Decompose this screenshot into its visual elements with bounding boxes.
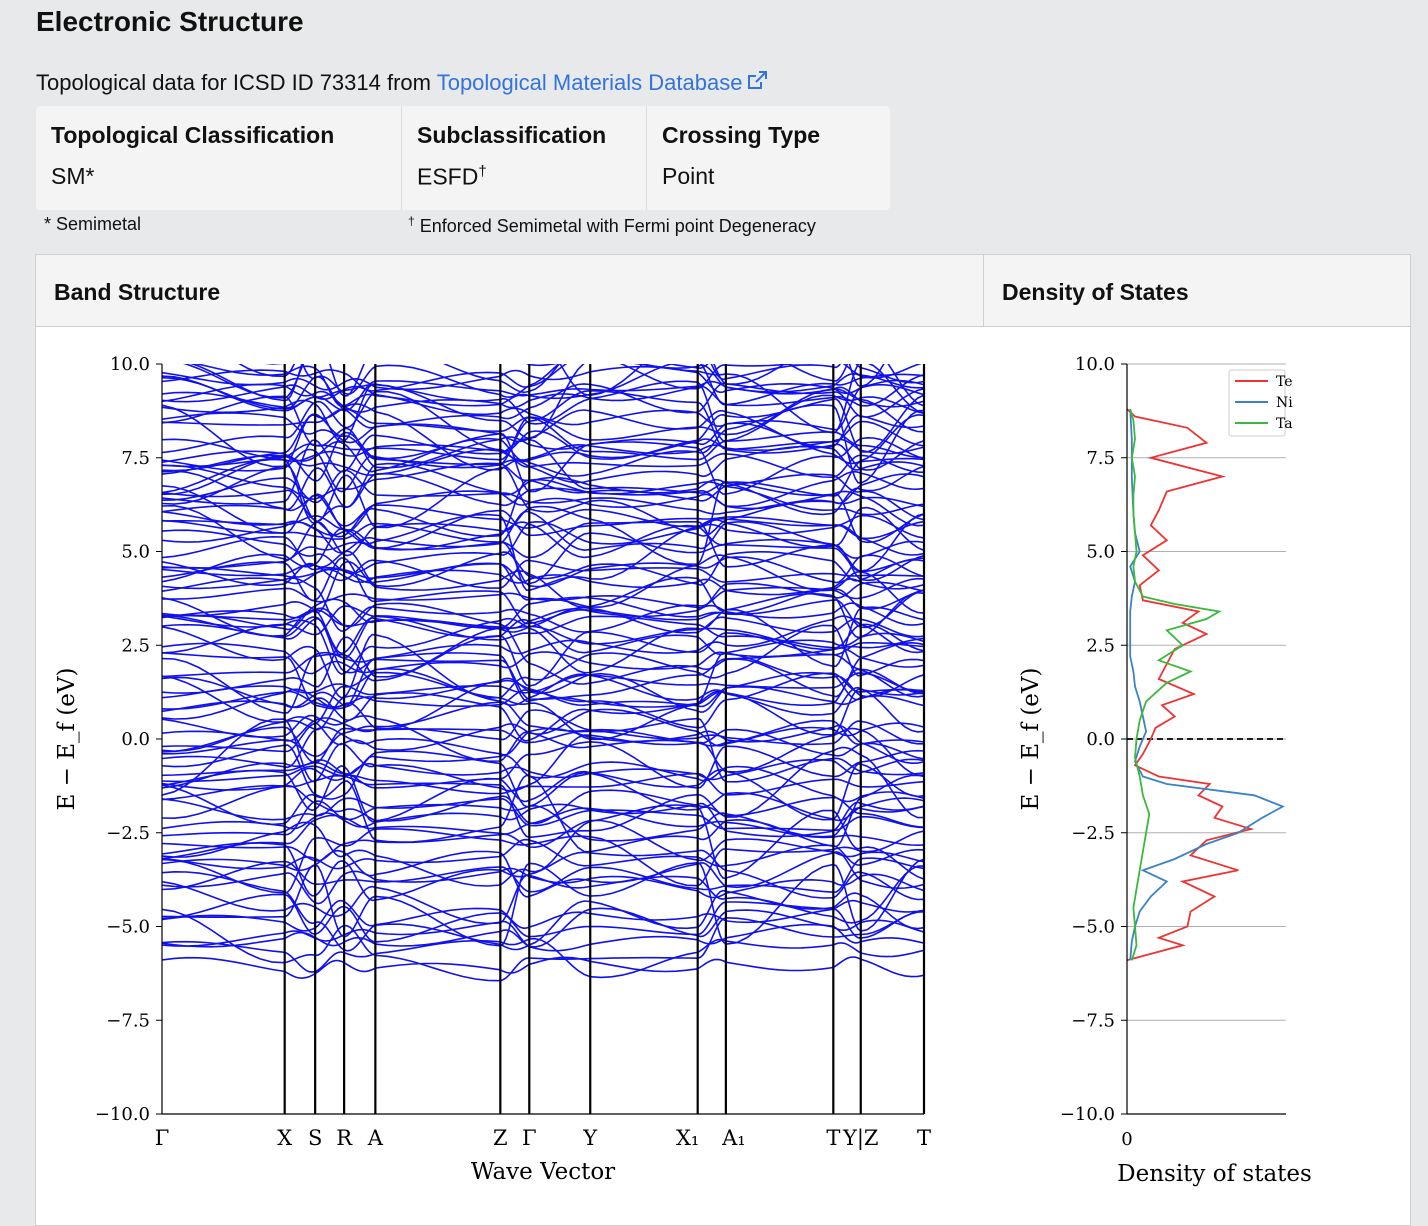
band-y-tick-label: −10.0 [95,1104,150,1125]
dos-y-tick-label: 7.5 [1086,448,1115,469]
band-line [162,718,924,796]
band-line [162,651,924,715]
source-line: Topological data for ICSD ID 73314 from … [36,70,768,96]
dos-y-tick-label: −2.5 [1071,823,1115,844]
esfd-footnote-text: Enforced Semimetal with Fermi point Dege… [414,216,816,236]
topological-classification-cell: Topological Classification SM* [36,106,401,210]
band-line [162,328,924,358]
kpoint-label: Y|Z [842,1126,879,1151]
band-line [162,328,924,339]
database-link[interactable]: Topological Materials Database [437,70,769,95]
band-x-axis-label: Wave Vector [471,1159,615,1185]
esfd-footnote: † Enforced Semimetal with Fermi point De… [408,214,816,237]
source-prefix: Topological data for ICSD ID 73314 from [36,70,437,95]
band-y-tick-label: −5.0 [106,917,150,938]
band-lines [162,328,924,982]
subclassification-mark: † [478,163,487,180]
kpoint-label: T [917,1126,931,1150]
dos-legend-label: Ni [1276,395,1293,411]
dos-legend: Te Ni Ta [1228,369,1293,437]
band-y-tick-label: 10.0 [110,354,150,375]
dos-chart: 10.0 7.5 5.0 2.5 0.0 −2.5 −5.0 −7.5 −10.0 0 Densit… [1018,354,1312,1187]
dos-x-axis-label: Density of states [1117,1161,1312,1187]
band-line [162,899,924,932]
subclassification-header: Subclassification [417,122,607,148]
dos-header: Density of States [984,255,1410,327]
band-line [162,559,924,589]
kpoint-label: S [308,1126,322,1150]
band-line [162,409,924,448]
crossing-type-value: Point [662,163,715,189]
dos-y-tick-label: 0.0 [1086,729,1115,750]
dos-legend-label: Ta [1276,416,1293,432]
kpoint-label: A₁ [721,1126,746,1150]
kpoint-label: X [277,1126,292,1150]
crossing-type-cell: Crossing Type Point [646,106,890,210]
band-y-tick-label: 2.5 [121,635,150,656]
band-line [162,328,924,352]
electronic-structure-panel: Band Structure Density of States 10.0 7.5… [35,254,1411,1226]
band-line [162,334,924,359]
band-y-tick-label: −7.5 [106,1010,150,1031]
topological-classification-value: SM* [51,163,95,189]
dos-y-tick-label: 10.0 [1075,354,1115,375]
kpoint-label: Γ [522,1126,537,1150]
band-y-tick-label: 0.0 [121,729,150,750]
dos-y-tick-label: 5.0 [1086,542,1115,563]
page-title: Electronic Structure [36,6,304,37]
band-line [162,858,924,947]
dos-y-tick-label: −10.0 [1060,1104,1115,1125]
kpoint-label: X₁ [676,1126,699,1150]
dos-y-axis-label: E − E_f (eV) [1018,668,1044,811]
dos-y-tick-label: 2.5 [1086,635,1115,656]
semimetal-footnote: * Semimetal [44,214,142,234]
dos-series-ni [1129,408,1285,961]
band-structure-chart: 10.07.55.02.50.0−2.5−5.0−7.5−10.0Γ X S R A Z Γ… [54,328,931,1185]
dos-legend-label: Te [1276,374,1293,390]
crossing-type-header: Crossing Type [662,122,821,148]
classification-table: Topological Classification SM* Subclassi… [36,106,890,210]
subclassification-value: ESFD [417,163,479,190]
dos-series-te [1126,408,1255,962]
band-y-axis-label: E − E_f (eV) [54,668,80,811]
band-line [189,364,924,402]
band-line [162,328,924,350]
band-y-tick-label: 5.0 [121,542,150,563]
kpoint-label: Z [493,1126,508,1150]
plots-area: 10.07.55.02.50.0−2.5−5.0−7.5−10.0Γ X S R A Z Γ… [54,328,1312,1187]
kpoint-label: Γ [155,1126,170,1150]
dos-y-tick-label: −7.5 [1071,1010,1115,1031]
band-line [301,364,922,399]
kpoint-label: R [336,1126,353,1150]
external-link-icon [748,71,768,89]
band-y-tick-label: 7.5 [121,448,150,469]
kpoint-label: T [826,1126,840,1150]
dos-x-tick-label: 0 [1121,1129,1132,1150]
band-y-tick-label: −2.5 [106,823,150,844]
band-line [162,328,924,336]
subclassification-cell: Subclassification ESFD† [401,106,646,210]
kpoint-label: A [367,1126,384,1150]
subclassification-value-row: ESFD† [417,163,631,191]
kpoint-label: Y [582,1126,598,1150]
esfd-footnote-mark: † [408,214,415,228]
band-line [162,784,924,825]
band-line [162,328,924,354]
band-line [264,364,842,381]
band-line [162,956,924,979]
dos-series-ta [1129,408,1222,961]
topological-classification-header: Topological Classification [51,122,335,148]
band-structure-header: Band Structure [36,255,984,327]
band-line [162,328,924,361]
dos-y-tick-label: −5.0 [1071,917,1115,938]
band-line [162,328,924,344]
